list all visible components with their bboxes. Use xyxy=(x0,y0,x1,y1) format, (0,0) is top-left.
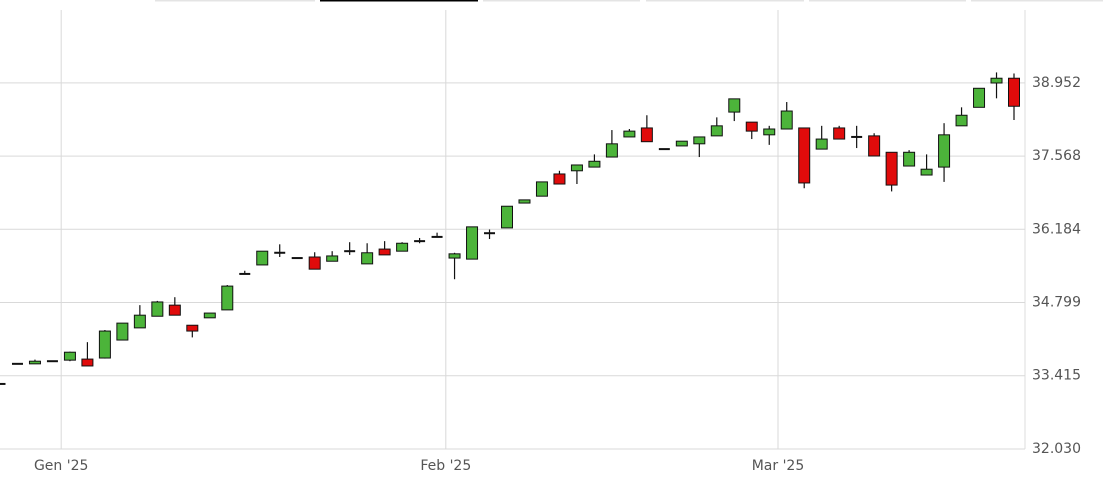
candle-body xyxy=(63,351,76,361)
y-tick-label: 38.952 xyxy=(1032,75,1081,91)
candle-body xyxy=(675,140,688,147)
candle-body xyxy=(973,87,986,108)
candle-body xyxy=(256,250,269,266)
candle-body xyxy=(920,168,933,176)
y-tick-label: 33.415 xyxy=(1032,368,1081,384)
candle-body xyxy=(133,314,146,329)
y-tick-label: 34.799 xyxy=(1032,295,1081,311)
candle-body xyxy=(640,127,653,143)
candle-body xyxy=(780,110,793,130)
candle-body xyxy=(326,255,339,262)
x-tick-label: Feb '25 xyxy=(420,458,471,474)
x-tick-label: Gen '25 xyxy=(34,458,88,474)
candle-body xyxy=(553,173,566,185)
candle-body xyxy=(378,248,391,256)
candle-body xyxy=(745,121,758,132)
candle-body xyxy=(833,127,846,140)
candle-body xyxy=(361,252,374,265)
candle-body xyxy=(605,143,618,158)
candle-body xyxy=(308,256,321,270)
candle-body xyxy=(186,324,199,332)
candle-body xyxy=(728,98,741,113)
candle-body xyxy=(518,199,531,204)
candle-body xyxy=(763,128,776,136)
candle-body xyxy=(501,205,513,229)
candle-body xyxy=(396,242,409,252)
candle-body xyxy=(466,226,479,260)
candle-body xyxy=(535,181,548,197)
candle-body xyxy=(116,322,129,341)
candle-body xyxy=(938,134,951,168)
y-tick-label: 32.030 xyxy=(1032,441,1081,457)
candle-body xyxy=(151,301,164,317)
candle-body xyxy=(28,360,41,365)
candle-body xyxy=(903,151,916,167)
candle-body xyxy=(623,130,636,138)
candle-body xyxy=(868,135,881,157)
candle-body xyxy=(81,358,94,367)
candle-body xyxy=(885,151,898,186)
candle-body xyxy=(710,125,723,137)
candle-body xyxy=(955,114,968,127)
candle-body xyxy=(990,77,1003,84)
candle-body xyxy=(588,160,601,168)
x-tick-label: Mar '25 xyxy=(752,458,805,474)
candle-body xyxy=(798,127,811,184)
candle-body xyxy=(570,164,583,172)
candle-body xyxy=(98,330,111,359)
candle-body xyxy=(203,312,216,319)
candle-body xyxy=(815,138,828,150)
y-tick-label: 36.184 xyxy=(1032,221,1081,237)
candle-body xyxy=(1008,77,1020,107)
candle-body xyxy=(168,304,181,316)
y-tick-label: 37.568 xyxy=(1032,148,1081,164)
candle-body xyxy=(448,253,461,259)
candle-body xyxy=(221,285,234,311)
candle-body xyxy=(693,136,706,145)
